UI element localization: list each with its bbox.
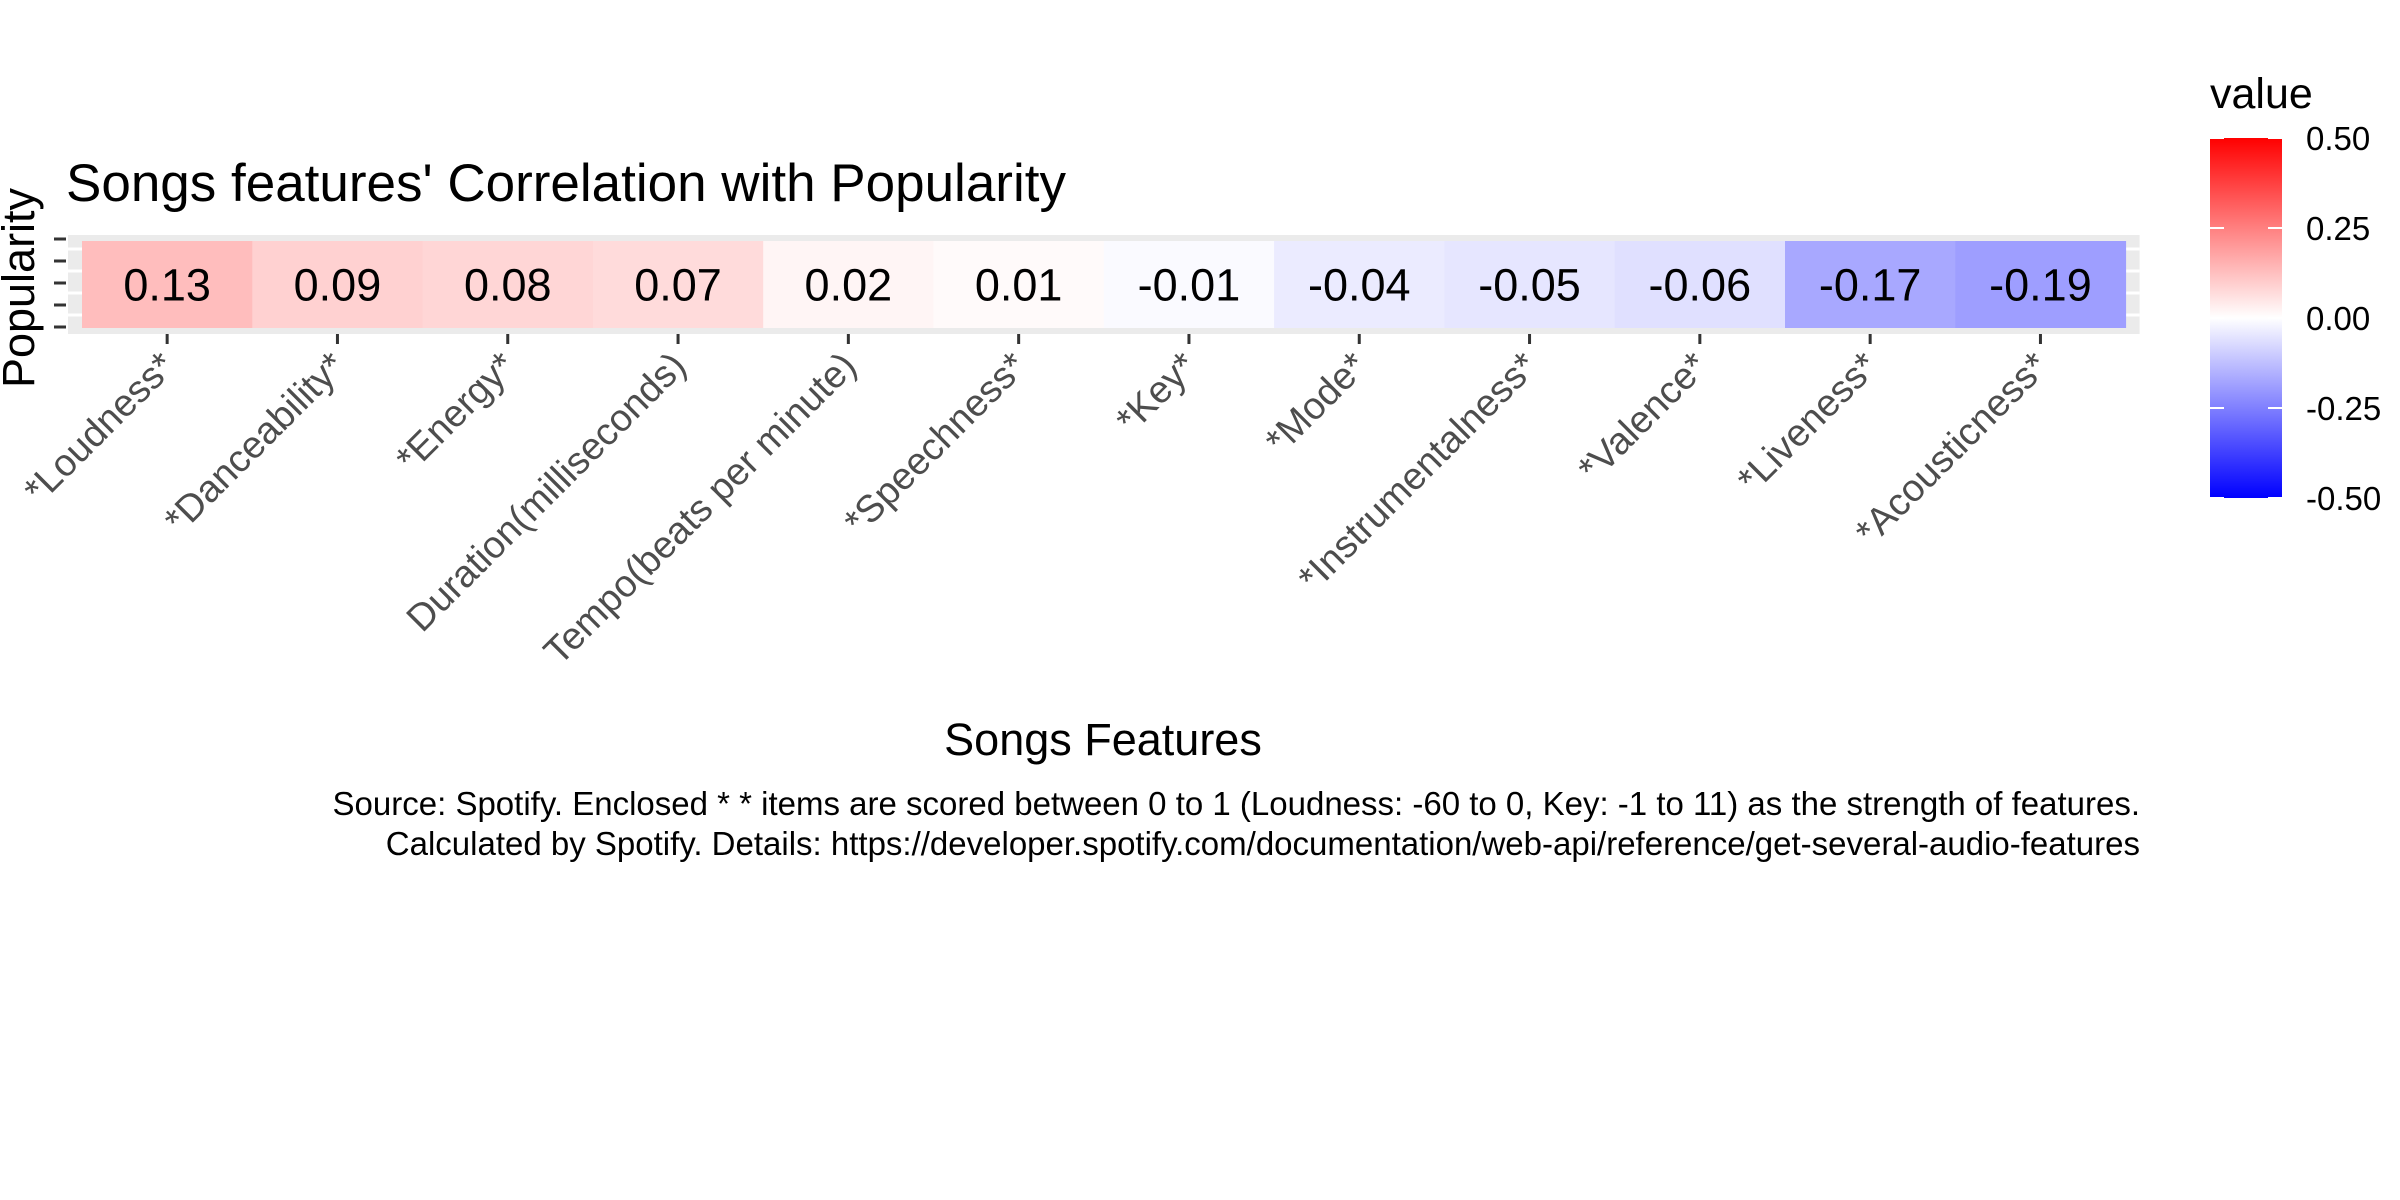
legend-tick-label: 0.50 [2306, 120, 2370, 157]
legend-tick-label: 0.25 [2306, 210, 2370, 247]
legend-tick-label: -0.50 [2306, 480, 2381, 517]
caption-line: Source: Spotify. Enclosed * * items are … [333, 785, 2140, 822]
heatmap-cell [1444, 241, 1616, 328]
heatmap-cell [592, 241, 764, 328]
heatmap-cells: 0.13 0.09 0.08 0.07 0.02 0.01 -0.01 -0.04 -0.05 -… [82, 241, 2127, 328]
y-axis-ticks [54, 237, 66, 329]
cell-value-label: 0.01 [975, 260, 1063, 311]
heatmap-cell [82, 241, 253, 328]
x-tick-label: *Liveness* [1730, 345, 1887, 502]
cell-value-label: -0.17 [1819, 260, 1922, 311]
cell-value-label: 0.13 [123, 260, 211, 311]
legend-tick-label: -0.25 [2306, 390, 2381, 427]
heatmap-cell [933, 241, 1105, 328]
heatmap-cell [1274, 241, 1445, 328]
heatmap-cell [422, 241, 594, 328]
y-axis-title: Popularity [0, 187, 44, 388]
cell-value-label: 0.02 [805, 260, 893, 311]
x-tick-label: *Mode* [1258, 345, 1376, 463]
color-legend: value 0.50 0.25 0.00 -0.25 -0.50 [2210, 70, 2381, 517]
x-tick-label: Tempo(beats per minute) [536, 345, 864, 673]
x-tick-label: *Key* [1108, 345, 1205, 442]
cell-value-label: 0.09 [294, 260, 382, 311]
cell-value-label: -0.19 [1989, 260, 2092, 311]
heatmap-cell [1955, 241, 2127, 328]
legend-ticks: 0.50 0.25 0.00 -0.25 -0.50 [2210, 120, 2381, 517]
x-axis-ticks: *Loudness**Danceability* *Energy*Duration… [16, 334, 2057, 673]
cell-value-label: -0.04 [1308, 260, 1411, 311]
x-axis-title: Songs Features [944, 714, 1262, 765]
heatmap-cell [1785, 241, 1956, 328]
caption-line: Calculated by Spotify. Details: https://… [386, 825, 2140, 862]
chart-caption: Source: Spotify. Enclosed * * items are … [333, 785, 2140, 862]
cell-value-label: -0.05 [1478, 260, 1581, 311]
cell-value-label: -0.06 [1649, 260, 1752, 311]
x-tick-label: Duration(milliseconds) [399, 345, 695, 641]
legend-title: value [2210, 70, 2313, 118]
chart-title: Songs features' Correlation with Popular… [66, 154, 1066, 213]
x-tick-label: *Speechness* [837, 345, 1036, 544]
cell-value-label: -0.01 [1138, 260, 1241, 311]
legend-tick-label: 0.00 [2306, 300, 2370, 337]
cell-value-label: 0.08 [464, 260, 552, 311]
heatmap-cell [1614, 241, 1786, 328]
heatmap-cell [763, 241, 934, 328]
x-tick-label: *Danceability* [157, 345, 354, 542]
heatmap-cell [1103, 241, 1275, 328]
cell-value-label: 0.07 [634, 260, 722, 311]
x-tick-label: *Energy* [388, 345, 524, 481]
x-tick-label: *Valence* [1570, 345, 1716, 491]
heatmap-cell [252, 241, 424, 328]
